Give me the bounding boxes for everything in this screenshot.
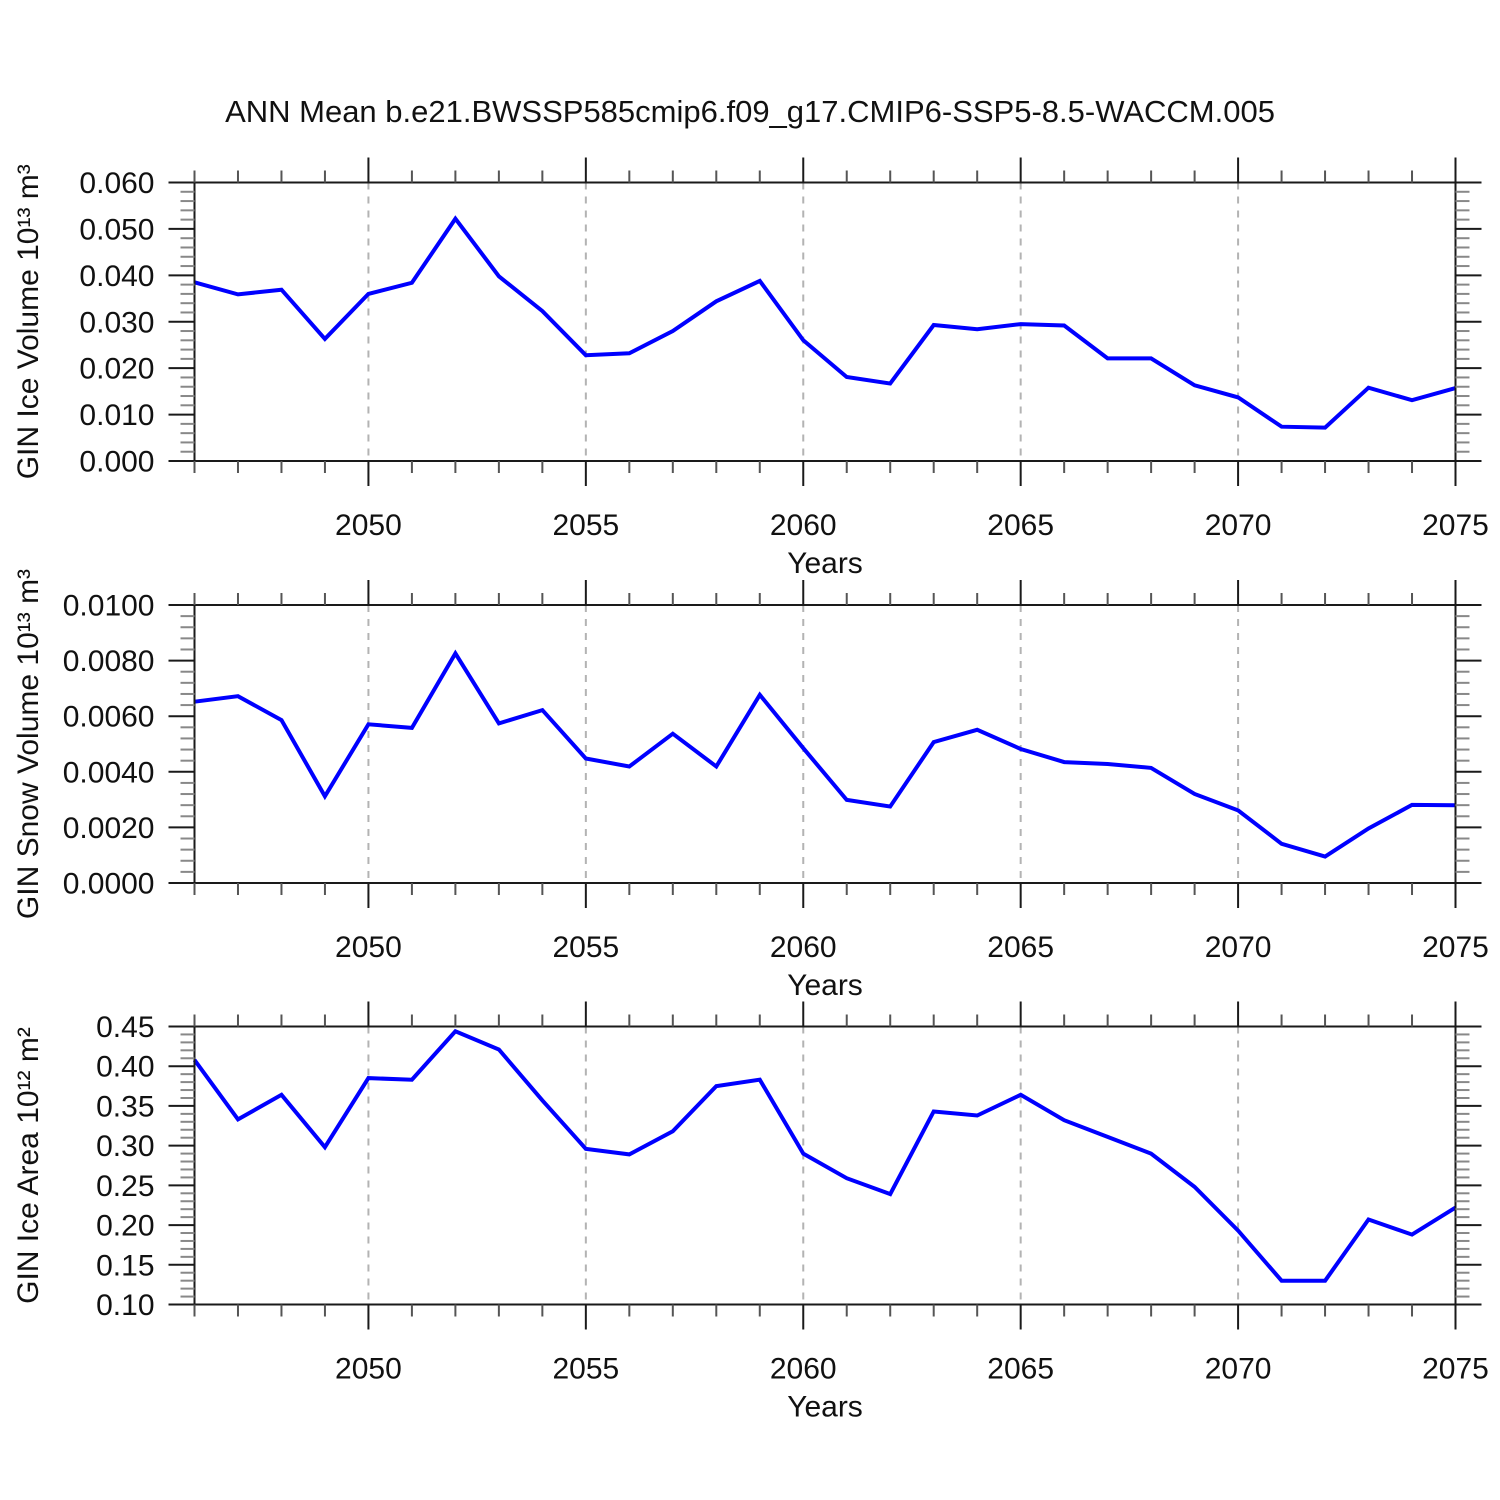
y-tick-label: 0.0020 <box>63 812 155 845</box>
x-tick-label: 2060 <box>770 1353 837 1386</box>
x-tick-label: 2055 <box>552 509 619 542</box>
data-line-series <box>194 649 1456 859</box>
y-tick-label: 0.040 <box>79 260 154 293</box>
y-tick-label: 0.060 <box>79 167 154 200</box>
y-tick-label: 0.000 <box>79 446 154 479</box>
x-tick-label: 2075 <box>1422 509 1489 542</box>
x-tick-label: 2075 <box>1422 931 1489 964</box>
y-tick-label: 0.20 <box>96 1210 154 1243</box>
panel-1: 0.000 0.010 0.020 0.030 0.040 0.050 0.060 2050 2… <box>12 157 1489 580</box>
x-tick-label: 2065 <box>987 1353 1054 1386</box>
y-tick-label: 0.0060 <box>63 701 155 734</box>
y-tick-label: 0.0100 <box>63 590 155 623</box>
plot-frame <box>193 604 1457 884</box>
x-tick-label: 2055 <box>552 1353 619 1386</box>
y-tick-label: 0.0000 <box>63 868 155 901</box>
x-tick-label: 2060 <box>770 931 837 964</box>
x-tick-label: 2070 <box>1205 1353 1272 1386</box>
x-tick-label: 2075 <box>1422 1353 1489 1386</box>
x-tick-label: 2050 <box>335 931 402 964</box>
x-tick-label: 2055 <box>552 931 619 964</box>
y-tick-label: 0.15 <box>96 1249 154 1282</box>
y-tick-label: 0.10 <box>96 1289 154 1322</box>
panel-2: 0.0000 0.0020 0.0040 0.0060 0.0080 0.0100 2050… <box>12 569 1489 1002</box>
data-line-series <box>193 215 1457 430</box>
y-tick-label: 0.45 <box>96 1011 154 1044</box>
x-tick-label: 2070 <box>1205 509 1272 542</box>
y-tick-label: 0.0080 <box>63 645 155 678</box>
y-tick-label: 0.25 <box>96 1170 154 1203</box>
x-tick-label: 2070 <box>1205 931 1272 964</box>
x-axis-title: Years <box>787 969 863 1002</box>
y-tick-label: 0.030 <box>79 306 154 339</box>
y-axis-title: GIN Snow Volume 10¹³ m³ <box>12 569 45 919</box>
y-tick-label: 0.35 <box>96 1090 154 1123</box>
x-axis-title: Years <box>787 1391 863 1424</box>
plot-frame <box>193 181 1457 462</box>
y-tick-label: 0.0040 <box>63 756 155 789</box>
x-tick-label: 2065 <box>987 931 1054 964</box>
y-tick-label: 0.050 <box>79 213 154 246</box>
x-tick-label: 2050 <box>335 509 402 542</box>
x-tick-label: 2065 <box>987 509 1054 542</box>
panel-3: 0.10 0.15 0.20 0.25 0.30 0.35 0.40 0.45 2050 2055… <box>12 1001 1489 1424</box>
x-tick-label: 2050 <box>335 1353 402 1386</box>
data-line-series <box>192 1028 1457 1283</box>
y-tick-label: 0.010 <box>79 399 154 432</box>
y-axis-title: GIN Ice Area 10¹² m² <box>12 1027 45 1304</box>
y-tick-label: 0.40 <box>96 1051 154 1084</box>
plot-frame <box>193 1025 1457 1306</box>
y-axis-title: GIN Ice Volume 10¹³ m³ <box>12 164 45 479</box>
chart-title: ANN Mean b.e21.BWSSP585cmip6.f09_g17.CMI… <box>225 94 1275 129</box>
y-tick-label: 0.30 <box>96 1130 154 1163</box>
y-tick-label: 0.020 <box>79 353 154 386</box>
x-axis-title: Years <box>787 547 863 580</box>
x-tick-label: 2060 <box>770 509 837 542</box>
